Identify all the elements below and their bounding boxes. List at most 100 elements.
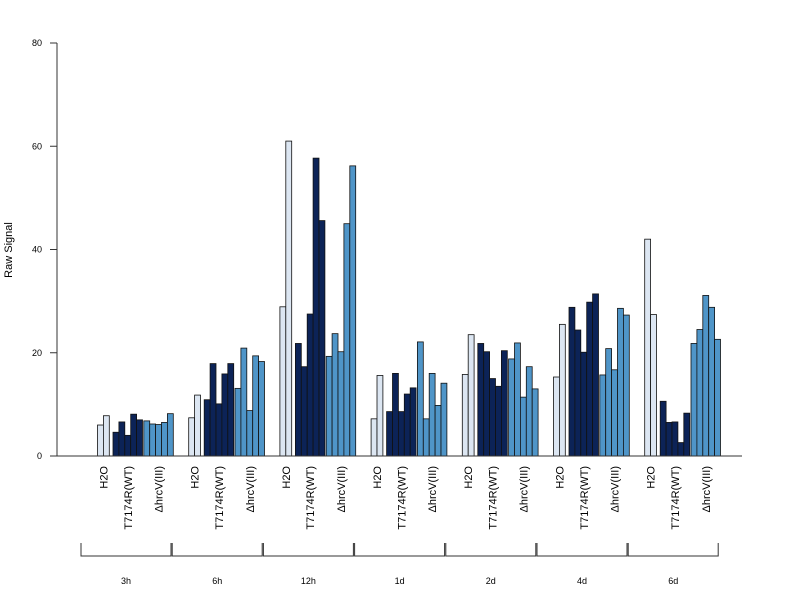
bar (477, 343, 485, 457)
y-tick-label: 60 (32, 141, 42, 151)
treatment-label: ΔhrcV(III) (518, 466, 530, 512)
bar (240, 347, 248, 457)
treatment-label: T7174R(WT) (670, 466, 682, 530)
bar (574, 329, 582, 457)
bar (306, 313, 314, 457)
bar (285, 140, 293, 457)
bar (376, 375, 384, 457)
bar (440, 382, 448, 457)
timepoint-brackets: 3h 6h 12h 1d 2d 4d 6d (80, 543, 719, 586)
bar (495, 385, 502, 457)
timepoint-label: 3h (121, 576, 131, 586)
timepoint-bracket (627, 543, 719, 557)
bar (118, 421, 126, 457)
bar (203, 399, 211, 457)
bar (422, 418, 430, 457)
timepoint-bracket (354, 543, 446, 557)
bar (318, 220, 326, 457)
bar (227, 363, 235, 457)
bar (161, 422, 168, 457)
bar (397, 411, 405, 457)
treatment-label: T7174R(WT) (579, 466, 591, 530)
timepoint-bracket (171, 543, 263, 557)
timepoint-label: 2d (486, 576, 496, 586)
bar (325, 355, 333, 457)
category-labels: H2O T7174R(WT) ΔhrcV(III) H2O T7174R(WT) Δhrc… (98, 466, 712, 530)
bar (136, 419, 143, 457)
treatment-label: ΔhrcV(III) (245, 466, 257, 512)
treatment-label: ΔhrcV(III) (154, 466, 166, 512)
timepoint-bracket (262, 543, 354, 557)
y-tick-label: 0 (37, 451, 42, 461)
bar (714, 338, 721, 457)
bar (586, 301, 594, 457)
treatment-label: T7174R(WT) (123, 466, 135, 530)
timepoint-label: 12h (301, 576, 316, 586)
treatment-label: ΔhrcV(III) (336, 466, 348, 512)
bar (467, 334, 475, 457)
bar (221, 373, 229, 457)
y-tick-label: 40 (32, 245, 42, 255)
bar (514, 342, 521, 457)
bar (483, 351, 491, 457)
treatment-label: H2O (646, 466, 658, 489)
bar (97, 424, 104, 457)
treatment-label: T7174R(WT) (305, 466, 317, 530)
bar (112, 431, 120, 457)
bar (568, 306, 576, 457)
treatment-label: H2O (554, 466, 566, 489)
bar (188, 417, 195, 457)
y-axis-label: Raw Signal (3, 222, 15, 278)
bar (525, 366, 533, 457)
timepoint-label: 4d (577, 576, 587, 586)
bar (671, 421, 679, 457)
bar (520, 396, 527, 457)
bar (677, 442, 685, 457)
bar (403, 393, 411, 457)
bar (489, 378, 496, 457)
bar (209, 363, 217, 457)
bar (617, 307, 624, 457)
bar (279, 306, 287, 457)
treatment-label: ΔhrcV(III) (427, 466, 439, 512)
bar (611, 369, 618, 457)
timepoint-label: 6h (212, 576, 222, 586)
bar (312, 157, 320, 457)
bar (252, 355, 259, 457)
bar (246, 410, 254, 457)
y-tick-label: 80 (32, 38, 42, 48)
bars (97, 140, 721, 457)
bar (349, 165, 357, 457)
treatment-label: H2O (190, 466, 202, 489)
bar (143, 420, 151, 457)
bar (659, 400, 667, 457)
bar (343, 223, 351, 457)
treatment-label: T7174R(WT) (214, 466, 226, 530)
bar (696, 329, 704, 457)
bar (500, 350, 508, 457)
bar (702, 295, 710, 457)
bar (428, 372, 436, 457)
treatment-label: H2O (98, 466, 110, 489)
treatment-label: H2O (281, 466, 293, 489)
bar (166, 413, 174, 457)
bar (580, 351, 588, 457)
bar (409, 387, 417, 457)
treatment-label: ΔhrcV(III) (701, 466, 713, 512)
bar (386, 411, 393, 457)
bar (665, 422, 673, 457)
bar (300, 366, 308, 457)
bar (690, 343, 698, 457)
bar (215, 403, 223, 457)
bar (605, 348, 613, 457)
bar (461, 374, 469, 457)
bar (234, 387, 242, 457)
treatment-label: H2O (463, 466, 475, 489)
bar (155, 424, 162, 457)
timepoint-label: 6d (668, 576, 678, 586)
bar (434, 405, 442, 457)
bar (294, 343, 302, 457)
bar (559, 323, 566, 457)
bar (331, 333, 339, 457)
